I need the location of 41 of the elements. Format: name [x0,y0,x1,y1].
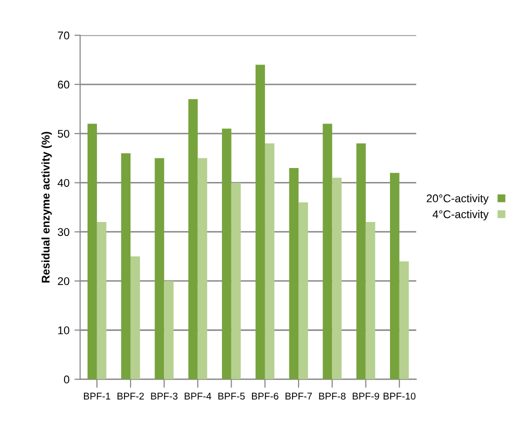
y-tick-label: 30 [58,228,70,236]
x-tick-label: BPF-6 [252,392,278,400]
x-tick-label: BPF-5 [218,392,245,400]
bar [390,172,400,380]
x-tick-label: BPF-2 [118,392,144,400]
bar [356,143,366,380]
bar [130,256,140,380]
y-tick-label: 20 [58,277,70,286]
bar [88,124,97,380]
y-tick-label: 0 [64,376,70,384]
x-tick-label: BPF-10 [384,392,416,400]
bar [256,64,265,380]
y-axis-title: Residual enzyme activity (%) [41,132,52,282]
bar [96,222,106,380]
legend-label: 20°C-activity [426,194,489,204]
y-tick-label: 10 [58,326,70,334]
bar [188,99,198,380]
bar [322,124,332,380]
x-tick-label: BPF-9 [352,392,380,400]
bar [222,128,232,380]
x-tick-label: BPF-7 [286,392,312,400]
bar [121,153,131,380]
bar [298,202,308,380]
legend-label: 4°C-activity [432,210,489,220]
y-tick-label: 70 [58,32,70,40]
bar [154,158,164,380]
bar [264,143,274,380]
bar [399,261,409,380]
x-tick-label: BPF-3 [151,392,178,400]
bar [366,222,376,380]
y-tick-label: 50 [58,130,70,138]
x-tick-label: BPF-4 [184,392,212,400]
bar [332,178,342,380]
x-tick-label: BPF-1 [84,392,110,400]
bar [198,158,208,380]
bar [231,182,241,380]
x-tick-label: BPF-8 [319,392,346,400]
bar [289,168,299,380]
y-tick-label: 40 [58,178,70,187]
bar [164,280,174,380]
y-tick-label: 60 [58,80,70,89]
